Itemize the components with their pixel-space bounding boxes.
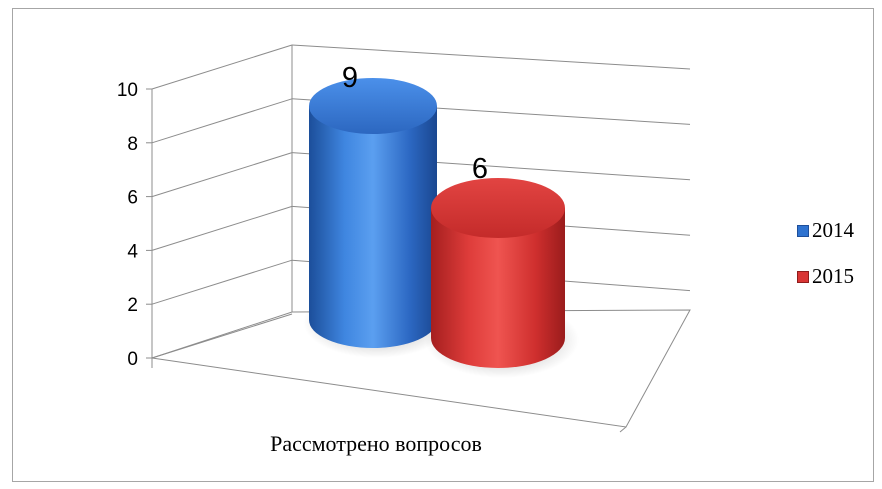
value-tick-label-2: 4: [127, 241, 138, 262]
legend-label-2014: 2014: [812, 218, 854, 242]
bar-top-2015: [431, 178, 565, 238]
chart-labels: 0 2 4 6 8 10 9 6: [117, 62, 488, 370]
legend-item-2014: 2014: [797, 219, 875, 242]
legend-swatch-2015: [797, 270, 809, 283]
legend-label-2015: 2015: [812, 264, 854, 288]
legend: 2014 2015: [797, 219, 875, 311]
legend-swatch-2014: [797, 224, 809, 237]
bar-top-2014: [309, 78, 437, 134]
gridline-back-5: [291, 44, 691, 70]
value-tick-label-5: 10: [117, 80, 138, 101]
floor-right-tick: [619, 426, 627, 433]
value-tick-label-4: 8: [127, 134, 138, 155]
gridline-side-5: [151, 44, 293, 90]
gridline-side-1: [151, 259, 293, 305]
gridline-side-4: [151, 98, 293, 144]
value-tick-label-0: 0: [127, 349, 138, 370]
chart-bars: [303, 78, 579, 378]
legend-item-2015: 2015: [797, 265, 875, 288]
category-label: Рассмотрено вопросов: [270, 431, 482, 456]
floor: [151, 309, 691, 428]
value-tick-label-3: 6: [127, 188, 138, 209]
data-label-2015: 6: [472, 153, 488, 185]
gridline-side-2: [151, 205, 293, 251]
bar-2014: [309, 106, 437, 348]
data-label-2014: 9: [342, 62, 358, 94]
bar-2015: [431, 208, 565, 368]
gridline-side-3: [151, 152, 293, 198]
value-tick-label-1: 2: [127, 295, 138, 316]
